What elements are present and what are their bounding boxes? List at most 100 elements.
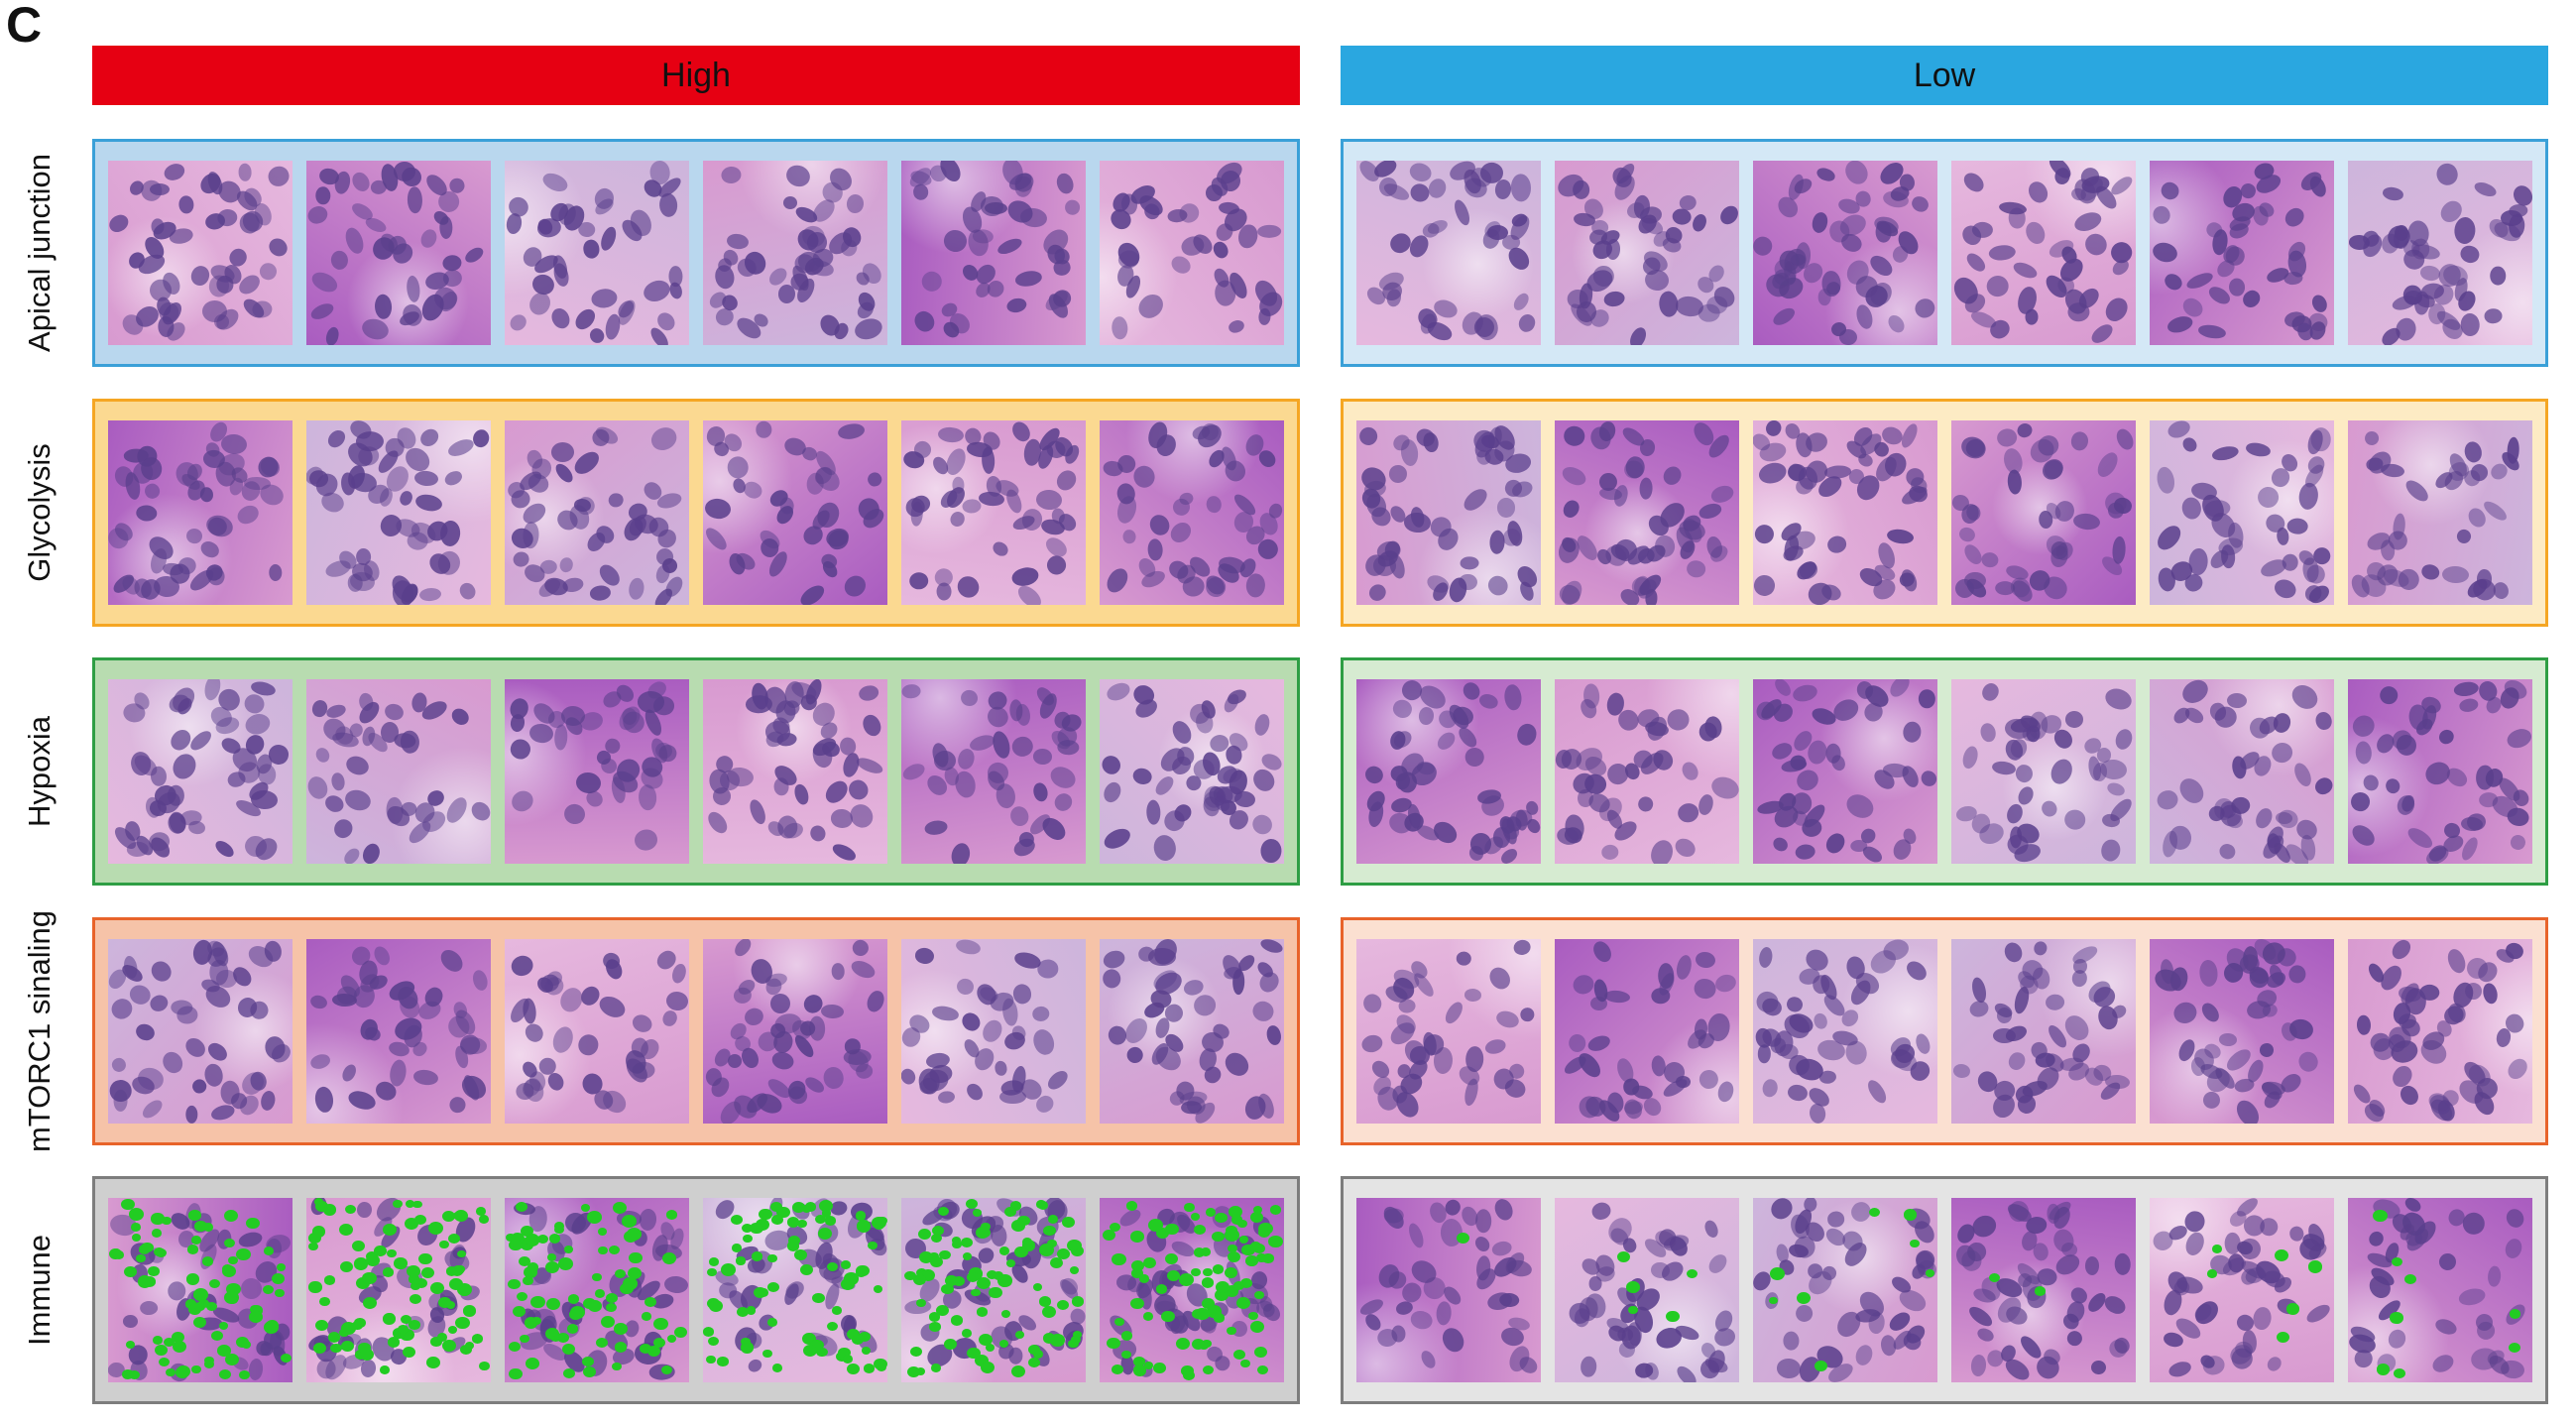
tissue-tile <box>306 679 491 864</box>
nucleus <box>2472 178 2499 199</box>
immune-cell-marker <box>352 1241 366 1252</box>
nucleus <box>2064 710 2084 728</box>
nucleus <box>1560 498 1582 521</box>
nucleus <box>1130 463 1158 491</box>
immune-cell-marker <box>580 1203 590 1212</box>
immune-cell-marker <box>717 1356 729 1366</box>
nucleus <box>1854 189 1873 208</box>
nucleus <box>1627 324 1650 345</box>
row-label-text: Glycolysis <box>22 443 58 582</box>
immune-cell-marker <box>508 1341 521 1352</box>
tissue-tile <box>1100 939 1284 1124</box>
nucleus <box>1030 1026 1058 1058</box>
tissue-tile <box>2150 1198 2334 1382</box>
tissue-tile <box>2348 1198 2532 1382</box>
nucleus <box>456 579 479 602</box>
immune-cell-marker <box>1003 1207 1017 1218</box>
immune-cell-marker <box>2373 1209 2388 1223</box>
nucleus <box>1676 1075 1692 1089</box>
tissue-tile <box>108 1198 293 1382</box>
immune-cell-marker <box>410 1281 420 1291</box>
nucleus <box>1455 951 1472 967</box>
nucleus <box>958 1009 984 1035</box>
nucleus <box>1422 430 1441 454</box>
immune-cell-marker <box>816 1347 828 1358</box>
nucleus <box>1825 534 1849 555</box>
immune-cell-marker <box>666 1335 677 1343</box>
nucleus <box>345 1088 378 1114</box>
immune-cell-marker <box>412 1200 422 1209</box>
immune-cell-marker <box>567 1324 579 1334</box>
nucleus <box>2401 476 2432 506</box>
nucleus <box>171 999 193 1015</box>
immune-cell-marker <box>1155 1228 1170 1240</box>
immune-cell-marker <box>1072 1296 1085 1307</box>
immune-cell-marker <box>508 1278 521 1290</box>
immune-cell-marker <box>627 1267 642 1279</box>
nucleus <box>961 498 982 514</box>
nucleus <box>1146 798 1162 825</box>
nucleus <box>1365 581 1389 604</box>
tissue-tile <box>1555 161 1739 345</box>
nucleus <box>1882 762 1910 778</box>
nucleus <box>1205 494 1224 514</box>
immune-cell-marker <box>1182 1370 1195 1381</box>
nucleus <box>1379 1203 1409 1234</box>
row-box-immune-low <box>1341 1176 2548 1404</box>
immune-cell-marker <box>340 1322 356 1335</box>
immune-cell-marker <box>1057 1247 1071 1259</box>
nucleus <box>1435 1300 1452 1326</box>
nucleus <box>185 1106 198 1124</box>
tissue-tile <box>1951 939 2136 1124</box>
nucleus <box>985 688 1010 713</box>
nucleus <box>1957 526 1977 544</box>
nucleus <box>596 993 630 1022</box>
immune-cell-marker <box>319 1297 330 1307</box>
nucleus <box>2438 1252 2457 1272</box>
tissue-tile <box>306 939 491 1124</box>
immune-cell-marker <box>1457 1232 1470 1244</box>
immune-cell-marker <box>324 1275 336 1285</box>
immune-cell-marker <box>1203 1365 1214 1375</box>
nucleus <box>139 1300 159 1316</box>
immune-cell-marker <box>1253 1346 1267 1358</box>
immune-cell-marker <box>341 1341 355 1353</box>
nucleus <box>2457 1286 2488 1308</box>
immune-cell-marker <box>249 1311 264 1323</box>
nucleus <box>306 203 330 227</box>
nucleus <box>910 306 939 336</box>
nucleus <box>1822 830 1849 858</box>
nucleus <box>805 472 826 496</box>
nucleus <box>1716 201 1739 228</box>
immune-cell-marker <box>767 1281 779 1292</box>
immune-cell-marker <box>129 1208 144 1221</box>
row-label-text: Immune <box>22 1235 58 1346</box>
nucleus <box>1104 680 1132 704</box>
nucleus <box>783 196 798 210</box>
immune-cell-marker <box>802 1333 817 1346</box>
immune-cell-marker <box>1068 1339 1079 1349</box>
nucleus <box>1451 197 1472 227</box>
immune-cell-marker <box>1043 1225 1056 1237</box>
nucleus <box>440 253 463 273</box>
nucleus <box>2004 801 2025 826</box>
nucleus <box>2180 496 2203 522</box>
immune-cell-marker <box>1133 1356 1145 1366</box>
nucleus <box>990 729 1013 761</box>
tissue-tile <box>1753 161 1937 345</box>
nucleus <box>2295 1048 2321 1075</box>
nucleus <box>845 776 872 803</box>
immune-cell-marker <box>218 1321 228 1330</box>
immune-cell-marker <box>1256 1252 1267 1262</box>
nucleus <box>1152 833 1179 863</box>
nucleus <box>1648 837 1677 864</box>
immune-cell-marker <box>194 1221 207 1233</box>
immune-cell-marker <box>454 1209 469 1222</box>
immune-cell-marker <box>1175 1337 1190 1350</box>
nucleus <box>1484 963 1514 995</box>
nucleus <box>570 446 603 478</box>
immune-cell-marker <box>518 1255 530 1266</box>
immune-cell-marker <box>162 1217 172 1226</box>
nucleus <box>2033 939 2049 957</box>
immune-cell-marker <box>409 1320 420 1330</box>
